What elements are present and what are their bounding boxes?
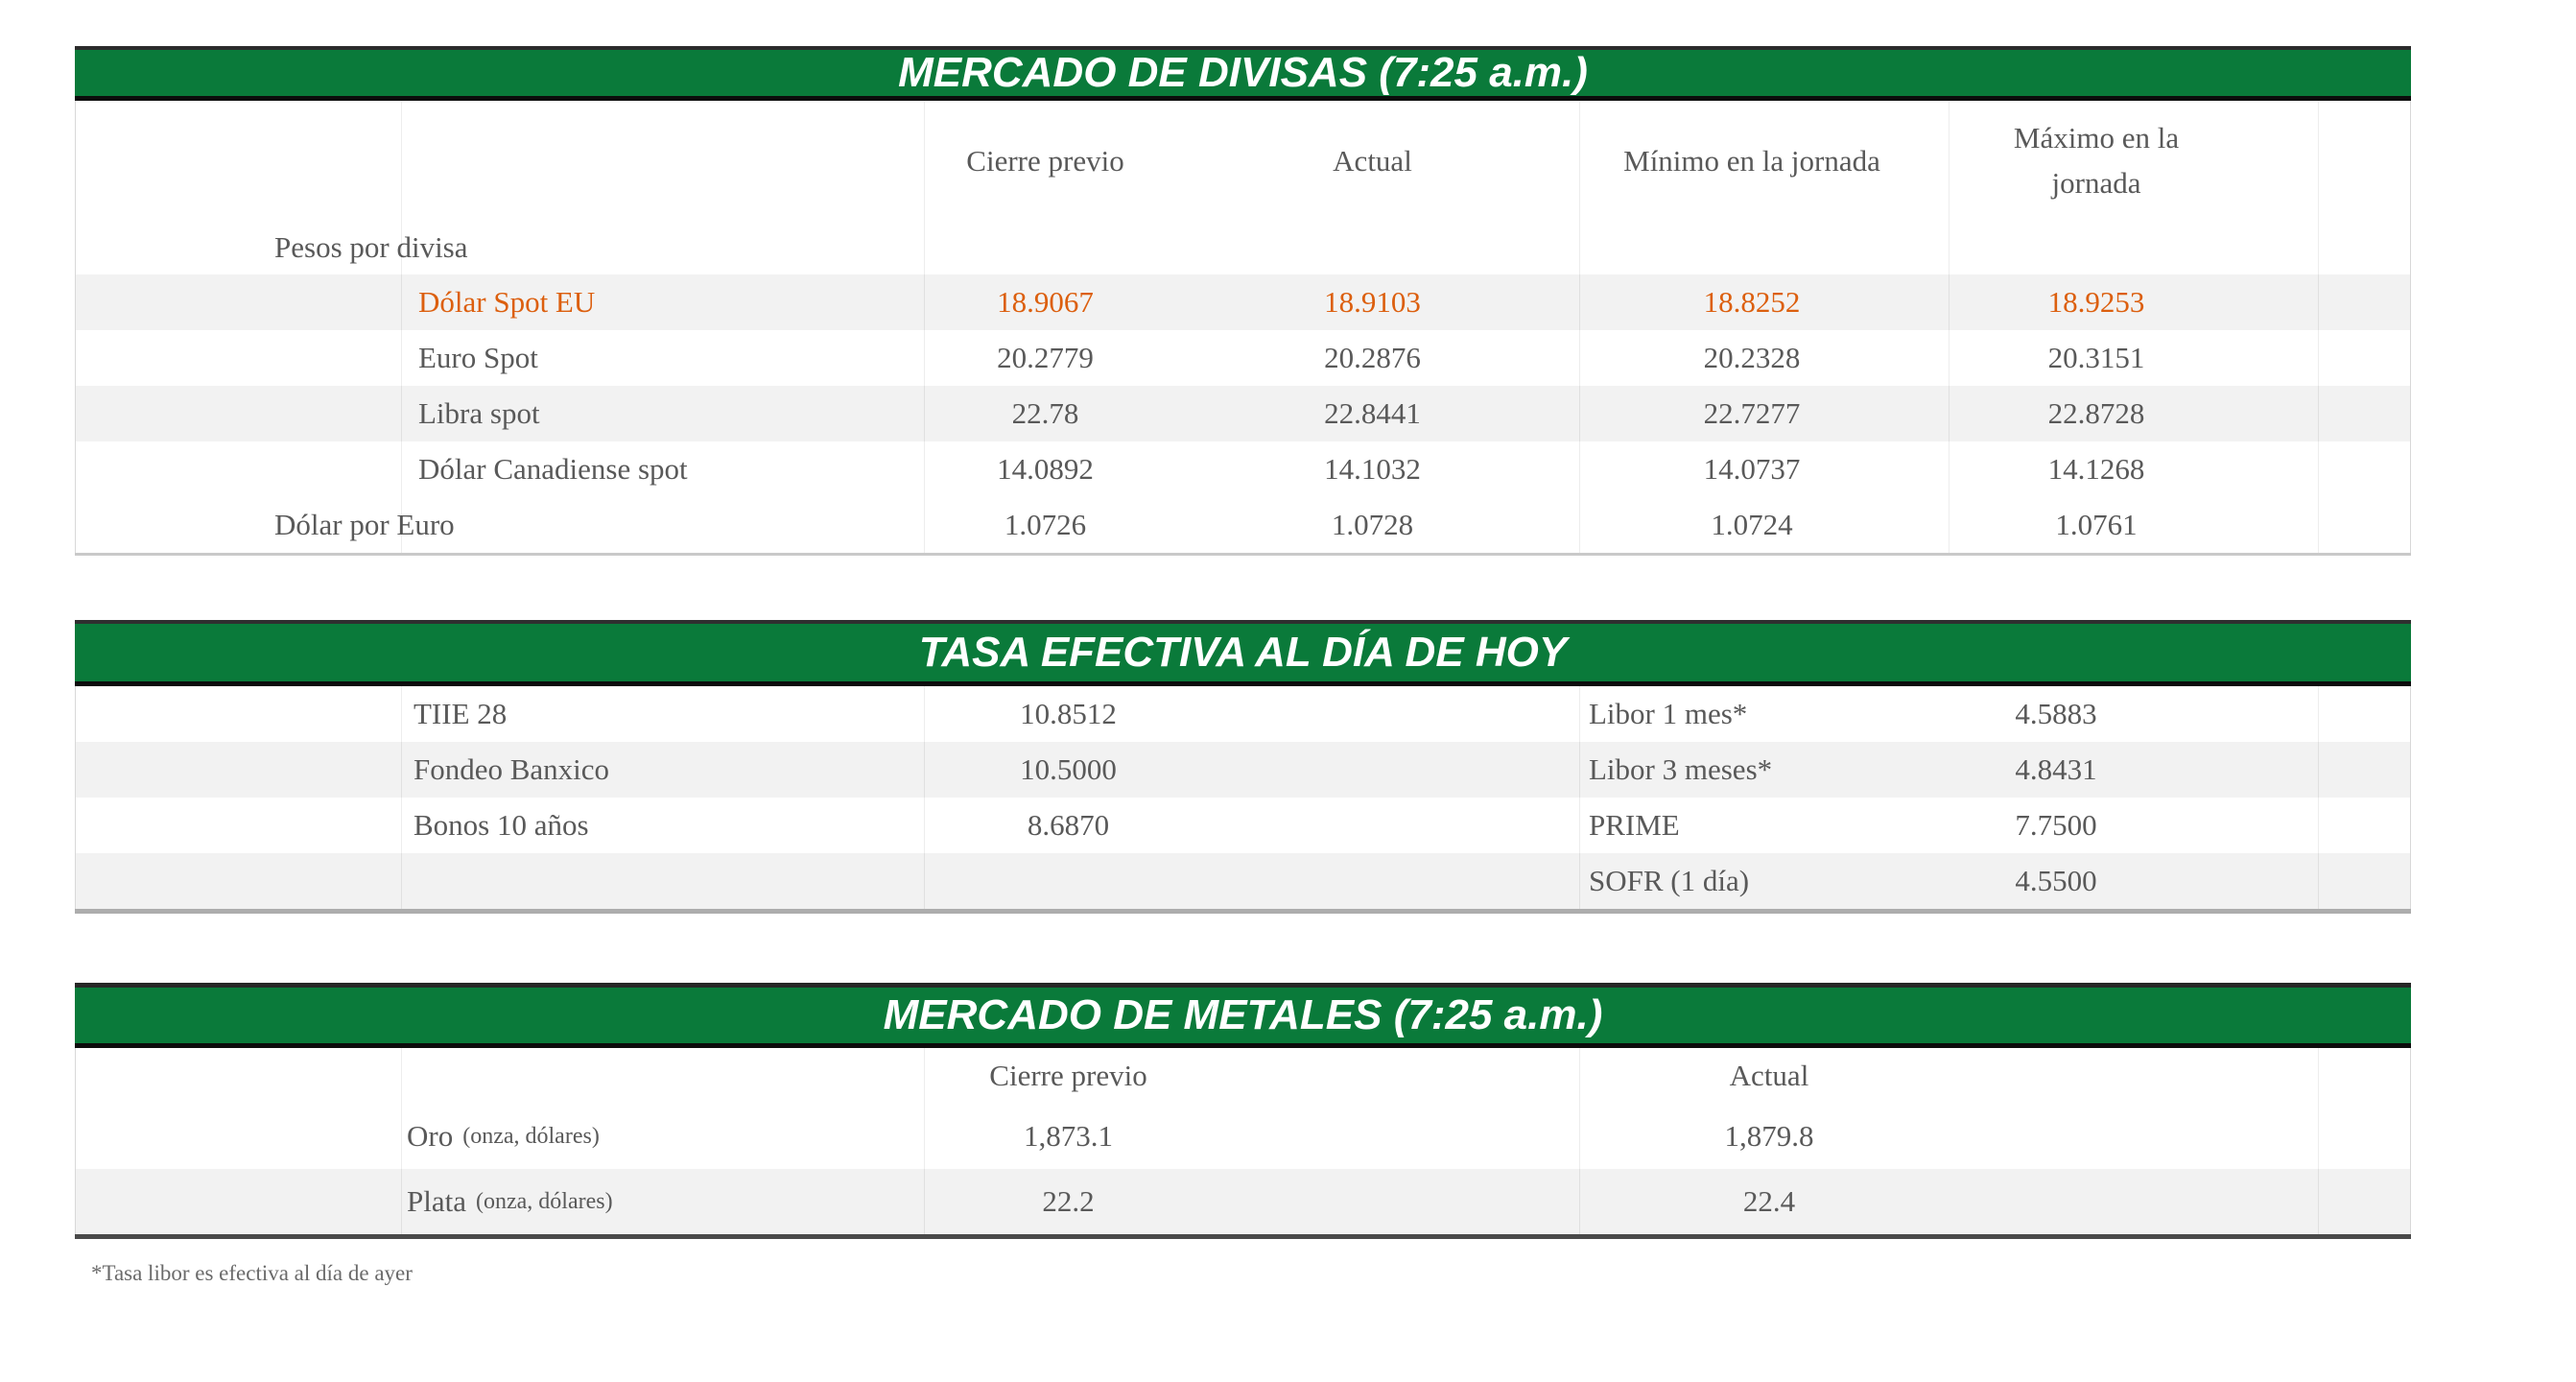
metales-table: MERCADO DE METALES (7:25 a.m.) Cierre pr… [75,983,2411,1239]
cierre-previo-value: 22.2 [1042,1184,1095,1218]
rate-label: Libor 3 meses* [1589,752,1773,786]
maximo-value: 18.9253 [2047,285,2145,319]
cierre-previo-value: 22.78 [1011,396,1079,430]
metales-row-plata: Plata (onza, dólares) 22.2 22.4 [76,1169,2410,1234]
rate-value: 4.5883 [2015,697,2097,730]
metal-unit-label: (onza, dólares) [462,1123,600,1149]
divisas-col-header-minimo: Mínimo en la jornada [1623,143,1880,178]
cierre-previo-value: 20.2779 [997,341,1094,374]
rate-label: SOFR (1 día) [1589,864,1750,897]
divisas-group-row: Pesos por divisa [76,221,2410,274]
cierre-previo-value: 1,873.1 [1024,1119,1113,1153]
metales-title: MERCADO DE METALES (7:25 a.m.) [883,991,1603,1038]
divisas-row-dolar-spot-eu: Dólar Spot EU 18.9067 18.9103 18.8252 18… [76,274,2410,330]
minimo-value: 22.7277 [1703,396,1801,430]
tasas-table: TASA EFECTIVA AL DÍA DE HOY TIIE 28 10.8… [75,620,2411,914]
divisas-title: MERCADO DE DIVISAS (7:25 a.m.) [898,49,1588,96]
divisas-table: MERCADO DE DIVISAS (7:25 a.m.) Cierre pr… [75,46,2411,556]
maximo-value: 14.1268 [2047,452,2145,486]
metales-row-oro: Oro (onza, dólares) 1,873.1 1,879.8 [76,1104,2410,1169]
divisas-row-libra-spot: Libra spot 22.78 22.8441 22.7277 22.8728 [76,386,2410,441]
currency-label: Dólar por Euro [274,508,455,541]
metales-col-header-cierre-previo: Cierre previo [989,1059,1147,1092]
rate-value: 8.6870 [1027,808,1110,842]
minimo-value: 14.0737 [1703,452,1801,486]
tasas-row-sofr: SOFR (1 día) 4.5500 [76,853,2410,909]
rate-label: Bonos 10 años [414,808,589,842]
maximo-value: 20.3151 [2047,341,2145,374]
actual-value: 22.8441 [1324,396,1421,430]
currency-label: Dólar Spot EU [418,285,596,319]
metales-title-bar: MERCADO DE METALES (7:25 a.m.) [75,988,2411,1048]
divisas-row-dolar-canadiense: Dólar Canadiense spot 14.0892 14.1032 14… [76,441,2410,497]
tasas-row-fondeo: Fondeo Banxico 10.5000 Libor 3 meses* 4.… [76,742,2410,798]
divisas-group-label: Pesos por divisa [274,230,468,264]
rate-label: Libor 1 mes* [1589,697,1748,730]
rate-value: 10.5000 [1020,752,1117,786]
metales-col-header-actual: Actual [1729,1059,1809,1092]
maximo-value: 1.0761 [2055,508,2138,541]
minimo-value: 18.8252 [1703,285,1801,319]
divisas-row-euro-spot: Euro Spot 20.2779 20.2876 20.2328 20.315… [76,330,2410,386]
currency-label: Euro Spot [418,341,538,374]
tasas-title-bar: TASA EFECTIVA AL DÍA DE HOY [75,624,2411,686]
metal-unit-label: (onza, dólares) [476,1188,613,1214]
rate-value: 7.7500 [2015,808,2097,842]
tasas-row-bonos: Bonos 10 años 8.6870 PRIME 7.7500 [76,798,2410,853]
actual-value: 1,879.8 [1724,1119,1814,1153]
minimo-value: 20.2328 [1703,341,1801,374]
rate-label [76,853,893,909]
tasas-row-tiie: TIIE 28 10.8512 Libor 1 mes* 4.5883 [76,686,2410,742]
cierre-previo-value: 18.9067 [997,285,1094,319]
maximo-value: 22.8728 [2047,396,2145,430]
rate-value: 10.8512 [1020,697,1117,730]
divisas-col-header-actual: Actual [1333,143,1412,178]
divisas-column-header-row: Cierre previo Actual Mínimo en la jornad… [76,101,2410,221]
minimo-value: 1.0724 [1711,508,1793,541]
actual-value: 1.0728 [1331,508,1414,541]
metal-label: Plata (onza, dólares) [407,1184,613,1218]
metal-label: Oro (onza, dólares) [407,1119,600,1153]
cierre-previo-value: 1.0726 [1004,508,1087,541]
currency-label: Dólar Canadiense spot [418,452,688,486]
divisas-title-bar: MERCADO DE DIVISAS (7:25 a.m.) [75,49,2411,101]
rate-label: PRIME [1589,808,1680,842]
rate-value: 4.5500 [2015,864,2097,897]
libor-footnote: *Tasa libor es efectiva al día de ayer [91,1261,413,1285]
actual-value: 14.1032 [1324,452,1421,486]
metales-column-header-row: Cierre previo Actual [76,1048,2410,1104]
currency-label: Libra spot [418,396,540,430]
divisas-col-header-cierre-previo: Cierre previo [966,143,1124,178]
actual-value: 20.2876 [1324,341,1421,374]
actual-value: 22.4 [1742,1184,1796,1218]
divisas-row-dolar-por-euro: Dólar por Euro 1.0726 1.0728 1.0724 1.07… [76,497,2410,553]
rate-value [893,853,1243,909]
rate-label: Fondeo Banxico [414,752,610,786]
actual-value: 18.9103 [1324,285,1421,319]
cierre-previo-value: 14.0892 [997,452,1094,486]
tasas-title: TASA EFECTIVA AL DÍA DE HOY [918,629,1568,676]
rate-value: 4.8431 [2015,752,2097,786]
rate-label: TIIE 28 [414,697,508,730]
divisas-col-header-maximo: Máximo en la jornada [2013,121,2180,200]
